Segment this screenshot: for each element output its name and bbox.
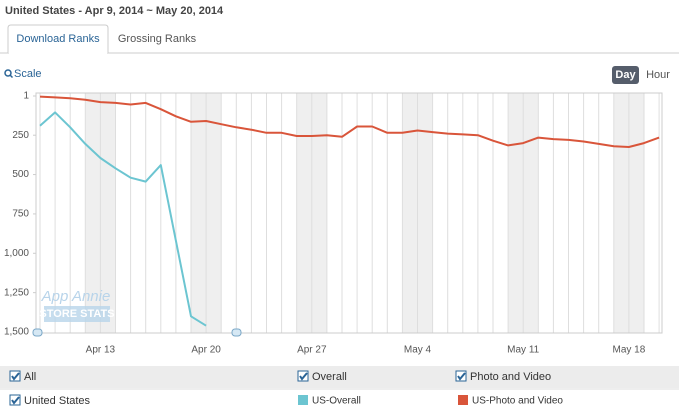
checkbox[interactable] — [9, 394, 21, 406]
x-tick-label: Apr 27 — [297, 345, 327, 356]
tab-active[interactable] — [7, 24, 109, 53]
filter-country[interactable]: United States — [24, 395, 91, 407]
filter-overall[interactable]: Overall — [312, 371, 347, 383]
watermark-logo: App Annie — [41, 288, 111, 305]
x-tick-label: May 11 — [507, 345, 539, 356]
checkbox[interactable] — [297, 370, 309, 382]
plot-frame — [35, 92, 663, 334]
filter-all[interactable]: All — [24, 371, 36, 383]
y-tick-label: 250 — [12, 130, 29, 141]
zoom-icon[interactable] — [4, 69, 12, 77]
watermark-text: STORE STATS — [39, 308, 114, 320]
x-tick-label: May 4 — [404, 345, 432, 356]
series-line — [39, 111, 207, 327]
checkbox[interactable] — [455, 370, 467, 382]
y-tick-label: 1,000 — [4, 248, 29, 259]
day-button[interactable] — [612, 66, 639, 84]
filter-row — [0, 366, 679, 388]
hour-button[interactable]: Hour — [646, 69, 670, 81]
zoom-icon-handle — [9, 74, 14, 79]
y-tick-label: 1,500 — [4, 327, 29, 338]
y-tick-label: 500 — [12, 169, 29, 180]
watermark-box — [44, 306, 110, 322]
legend-label: US-Photo and Video — [472, 396, 563, 407]
legend-label: US-Overall — [312, 396, 361, 407]
legend: US-Overall US-Photo and Video — [298, 395, 563, 407]
y-tick-label: 750 — [12, 209, 29, 220]
scale-button[interactable]: Scale — [14, 68, 42, 80]
y-tick-label: 1 — [23, 91, 29, 102]
x-tick-label: Apr 13 — [86, 345, 116, 356]
legend-swatch — [458, 395, 468, 405]
filter-photo[interactable]: Photo and Video — [470, 371, 551, 383]
day-label[interactable]: Day — [615, 69, 636, 81]
x-tick-label: Apr 20 — [191, 345, 221, 356]
y-tick-label: 1,250 — [4, 287, 29, 298]
legend-swatch — [298, 395, 308, 405]
series-line — [39, 95, 660, 148]
plot: 1 250 500 750 1,000 1,250 1,500 Apr 13 Apr 20 Apr… — [4, 91, 663, 356]
checkbox[interactable] — [9, 370, 21, 382]
x-tick-label: May 18 — [613, 345, 646, 356]
range-handle-left[interactable] — [32, 328, 43, 337]
range-handle-right[interactable] — [231, 328, 242, 337]
page-title: United States - Apr 9, 2014 ~ May 20, 20… — [5, 5, 224, 17]
tab-download[interactable]: Download Ranks — [16, 33, 100, 45]
tab-grossing[interactable]: Grossing Ranks — [118, 33, 197, 45]
